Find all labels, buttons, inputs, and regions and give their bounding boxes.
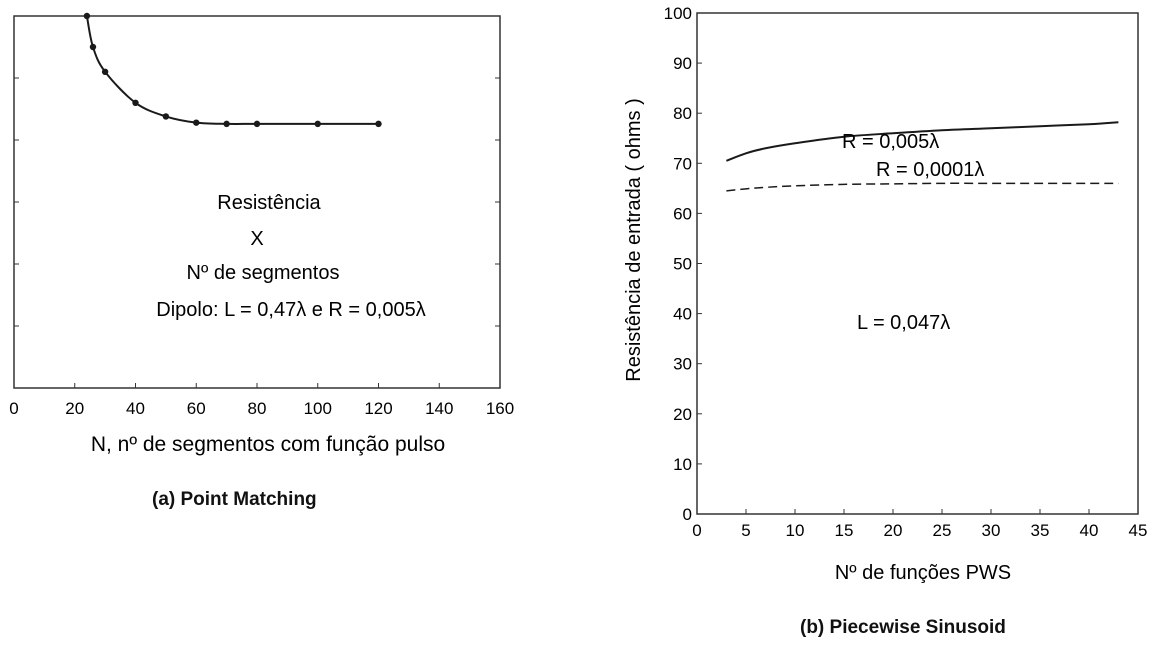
x-tick-label: 60 xyxy=(187,399,206,418)
y-tick-label: 10 xyxy=(673,455,692,474)
x-tick-label: 25 xyxy=(933,521,952,540)
x-axis-label-b: Nº de funções PWS xyxy=(835,562,1011,584)
y-tick-label: 20 xyxy=(673,405,692,424)
data-point xyxy=(193,119,200,126)
x-tick-label: 35 xyxy=(1031,521,1050,540)
data-point xyxy=(375,120,382,128)
x-tick-label: 100 xyxy=(304,399,332,418)
x-tick-label: 40 xyxy=(126,399,145,418)
series-line-1 xyxy=(726,121,1119,162)
x-tick-label: 140 xyxy=(425,399,453,418)
annotation-a-3: Nº de segmentos xyxy=(187,262,340,284)
x-tick-label: 45 xyxy=(1129,521,1148,540)
y-ticks-b: 0 10 20 30 40 50 60 70 80 90 100 xyxy=(664,4,702,524)
y-tick-label: 80 xyxy=(673,104,692,123)
y-tick-label: 30 xyxy=(673,355,692,374)
y-tick-label: 40 xyxy=(673,305,692,324)
data-point xyxy=(89,43,97,51)
y-tick-label: 50 xyxy=(673,255,692,274)
data-point xyxy=(314,120,321,128)
x-tick-label: 160 xyxy=(486,399,514,418)
y-tick-label: 0 xyxy=(683,505,692,524)
y-tick-label: 90 xyxy=(673,54,692,73)
x-tick-label: 0 xyxy=(692,521,701,540)
caption-piecewise-sinusoid: (b) Piecewise Sinusoid xyxy=(800,617,1006,638)
x-tick-label: 10 xyxy=(786,521,805,540)
y-tick-label: 60 xyxy=(673,204,692,223)
x-ticks-a: 0 20 40 60 80 100 120 140 160 xyxy=(9,383,514,418)
annotation-a-2: X xyxy=(250,228,263,250)
series-label-r-0005: R = 0,005λ xyxy=(842,131,939,153)
x-ticks-b: 0 5 10 15 20 25 30 35 40 45 xyxy=(692,509,1147,540)
y-tick-label: 100 xyxy=(664,4,692,23)
series-label-r-00001: R = 0,0001λ xyxy=(876,159,984,181)
series-points-a xyxy=(83,12,382,128)
y-ticks-a xyxy=(14,15,500,389)
x-tick-label: 80 xyxy=(248,399,267,418)
chart-point-matching: 0 20 40 60 80 100 120 140 160 N, nº de segmentos… xyxy=(9,12,514,456)
series-lines-b xyxy=(726,121,1119,192)
x-tick-label: 20 xyxy=(65,399,84,418)
x-tick-label: 30 xyxy=(982,521,1001,540)
plot-frame-b xyxy=(696,12,1139,515)
caption-point-matching: (a) Point Matching xyxy=(152,489,317,510)
data-point xyxy=(162,113,170,120)
x-tick-label: 5 xyxy=(741,521,750,540)
x-tick-label: 20 xyxy=(884,521,903,540)
series-lines-a xyxy=(85,15,379,125)
data-point xyxy=(101,68,109,76)
y-axis-label-b: Resistência de entrada ( ohms ) xyxy=(623,98,645,381)
x-tick-label: 40 xyxy=(1080,521,1099,540)
data-point xyxy=(132,99,139,107)
annotation-a-1: Resistência xyxy=(217,192,321,214)
x-tick-label: 120 xyxy=(364,399,392,418)
x-tick-label: 0 xyxy=(9,399,18,418)
data-point xyxy=(83,12,91,20)
annotation-a-4: Dipolo: L = 0,47λ e R = 0,005λ xyxy=(156,299,425,321)
data-point xyxy=(223,120,230,128)
data-point xyxy=(253,120,261,128)
y-tick-label: 70 xyxy=(673,154,692,173)
series-line-2 xyxy=(726,182,1119,192)
x-axis-label-a: N, nº de segmentos com função pulso xyxy=(91,433,445,456)
x-tick-label: 15 xyxy=(835,521,854,540)
chart-piecewise-sinusoid: 0 10 20 30 40 50 60 70 80 90 100 0 5 10 15 20 25 30 35 40 4… xyxy=(623,4,1147,584)
series-line-1 xyxy=(85,15,379,125)
annotation-b-1: L = 0,047λ xyxy=(857,312,950,334)
